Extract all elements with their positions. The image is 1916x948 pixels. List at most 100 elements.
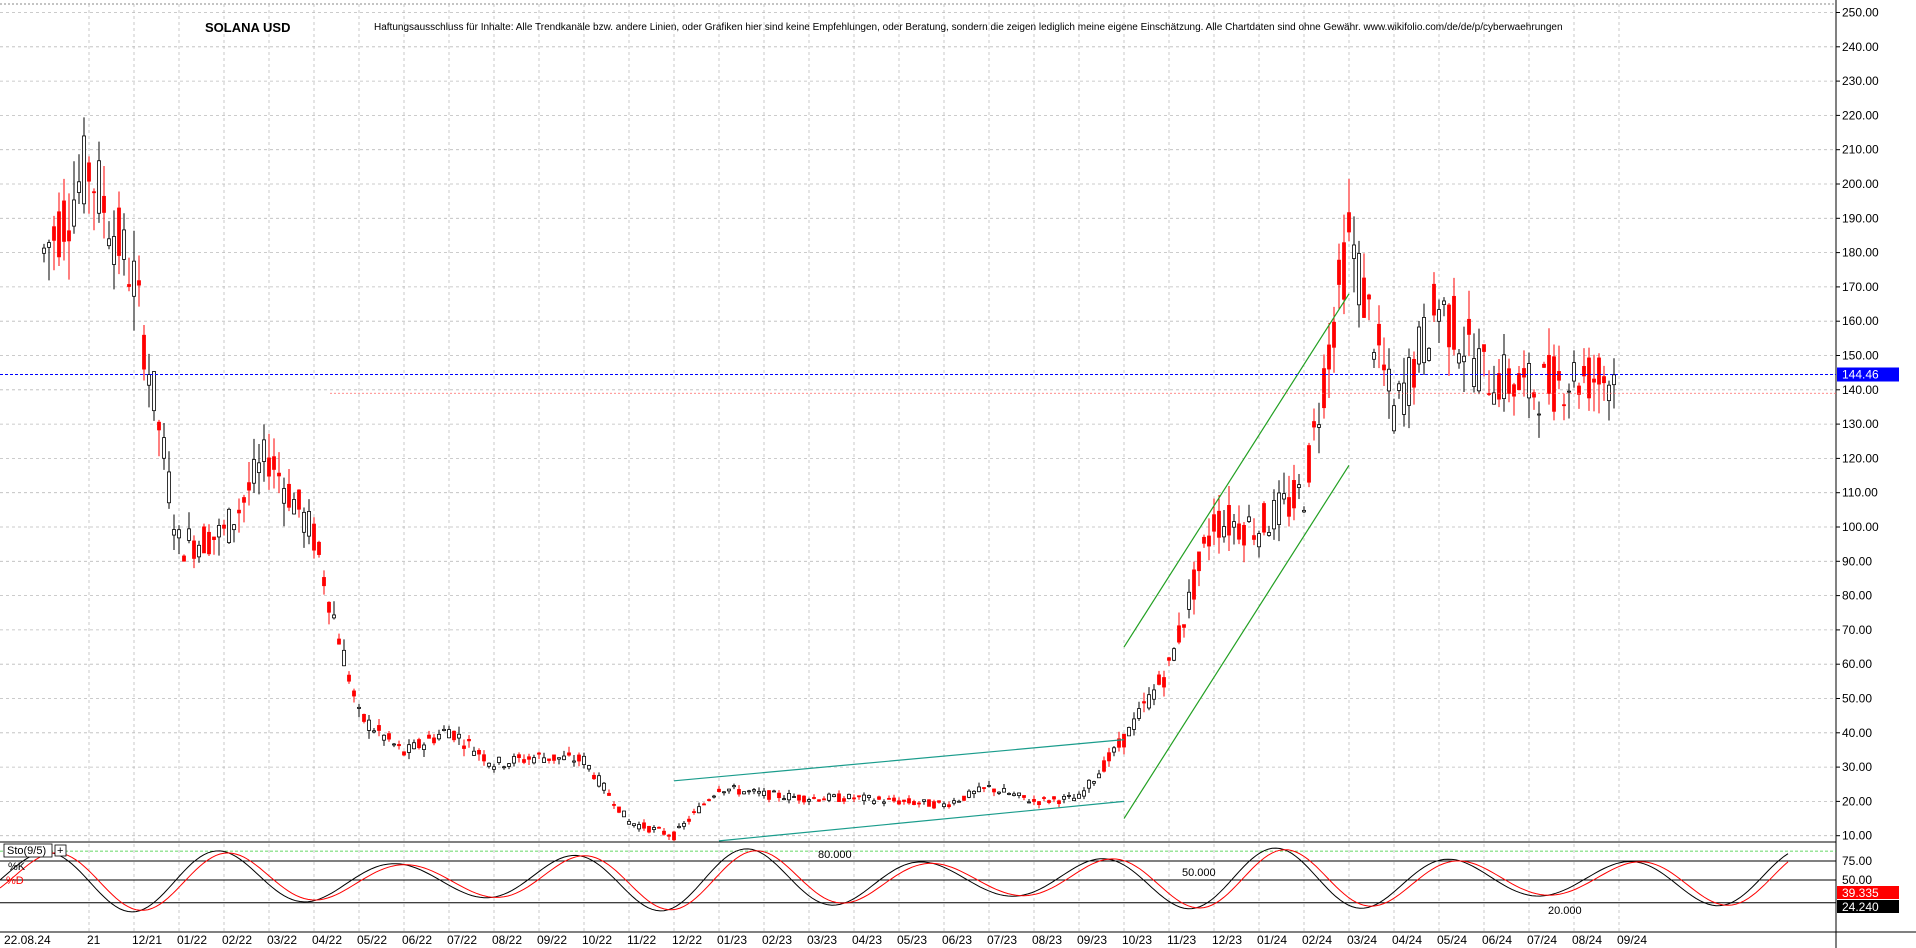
- candle-body: [287, 483, 291, 508]
- candle-body: [197, 544, 201, 558]
- candle-body: [1112, 747, 1116, 753]
- x-tick-label: 08/22: [492, 933, 522, 947]
- stoch-expand-glyph: +: [57, 845, 63, 857]
- x-tick-label: 08/24: [1572, 933, 1602, 947]
- x-tick-label: 04/24: [1392, 933, 1422, 947]
- candle-body: [382, 734, 386, 741]
- candle-body: [1307, 445, 1311, 483]
- x-tick-label: 10/23: [1122, 933, 1152, 947]
- candle-body: [92, 191, 96, 194]
- candle-body: [372, 730, 376, 733]
- candle-body: [212, 536, 216, 540]
- x-tick-label: 08/23: [1032, 933, 1062, 947]
- y-tick-label: 140.00: [1842, 383, 1879, 397]
- stoch-k-value-box: [1837, 886, 1899, 899]
- x-tick-label: 21: [87, 933, 101, 947]
- x-tick-label: 12/21: [132, 933, 162, 947]
- x-tick-label: 02/24: [1302, 933, 1332, 947]
- candle-body: [362, 713, 366, 722]
- candle-body: [957, 800, 961, 803]
- candle-body: [787, 792, 791, 801]
- candle-body: [1277, 492, 1281, 526]
- candle-body: [222, 524, 226, 529]
- candle-body: [962, 795, 966, 801]
- candle-body: [332, 614, 336, 619]
- x-tick-label: 05/22: [357, 933, 387, 947]
- candle-body: [387, 733, 391, 740]
- candle-body: [1577, 385, 1581, 395]
- candle-body: [587, 765, 591, 770]
- candle-body: [202, 526, 206, 554]
- candle-body: [242, 497, 246, 503]
- y-tick-label: 240.00: [1842, 40, 1879, 54]
- candle-body: [252, 459, 256, 484]
- candle-body: [1037, 801, 1041, 806]
- candle-body: [947, 804, 951, 808]
- candle-body: [247, 482, 251, 491]
- candle-body: [1382, 364, 1386, 371]
- candle-body: [1512, 384, 1516, 397]
- candle-body: [847, 793, 851, 799]
- candle-body: [1592, 378, 1596, 383]
- candle-body: [1092, 781, 1096, 784]
- candle-body: [227, 508, 231, 543]
- trendline-upper-channel-2023-high: [673, 739, 1125, 782]
- candle-body: [1197, 551, 1201, 572]
- candle-body: [1312, 421, 1316, 428]
- candle-body: [522, 759, 526, 763]
- trendline-uptrend-lower: [1123, 464, 1350, 819]
- candle-body: [1252, 535, 1256, 540]
- stoch-y-50: 50.00: [1842, 873, 1872, 887]
- candle-body: [472, 750, 476, 756]
- candle-body: [1422, 317, 1426, 364]
- x-tick-label: 11/22: [627, 933, 656, 947]
- trendline-lower-channel-2023-low: [718, 800, 1125, 842]
- candle-body: [1447, 304, 1451, 348]
- candle-body: [862, 794, 866, 802]
- candle-body: [342, 649, 346, 667]
- x-tick-label: 06/23: [942, 933, 972, 947]
- candle-body: [1247, 516, 1251, 522]
- candle-body: [482, 754, 486, 762]
- candle-body: [562, 755, 566, 761]
- candle-body: [652, 827, 656, 830]
- y-tick-label: 50.00: [1842, 692, 1872, 706]
- candle-body: [1187, 591, 1191, 610]
- x-tick-label: 05/24: [1437, 933, 1467, 947]
- y-tick-label: 160.00: [1842, 314, 1879, 328]
- candle-body: [1527, 363, 1531, 399]
- candle-body: [1212, 514, 1216, 532]
- current-price-label: 144.46: [1842, 368, 1879, 382]
- candle-body: [1237, 523, 1241, 540]
- x-tick-label: 11/23: [1167, 933, 1196, 947]
- candle-body: [1542, 363, 1546, 368]
- candle-body: [932, 801, 936, 809]
- candle-body: [922, 799, 926, 802]
- stoch-d-legend: %D: [6, 875, 24, 887]
- candle-body: [347, 674, 351, 682]
- candle-body: [1282, 493, 1286, 500]
- candle-body: [437, 733, 441, 740]
- candle-body: [1082, 790, 1086, 797]
- candle-body: [557, 757, 561, 760]
- candle-body: [1102, 760, 1106, 772]
- candle-body: [217, 525, 221, 538]
- candle-body: [612, 804, 616, 806]
- candle-body: [647, 825, 651, 833]
- x-tick-label: 03/24: [1347, 933, 1377, 947]
- candle-body: [1557, 371, 1561, 381]
- candle-body: [582, 755, 586, 765]
- candle-body: [327, 601, 331, 613]
- candle-body: [1417, 326, 1421, 365]
- candle-body: [397, 744, 401, 747]
- candle-body: [1462, 355, 1466, 363]
- candle-body: [277, 472, 281, 477]
- candle-body: [107, 238, 111, 247]
- y-tick-label: 180.00: [1842, 246, 1879, 260]
- candle-body: [1477, 348, 1481, 392]
- candle-body: [1142, 701, 1146, 704]
- candle-body: [1602, 376, 1606, 384]
- candle-body: [1317, 424, 1321, 428]
- candle-body: [322, 577, 326, 587]
